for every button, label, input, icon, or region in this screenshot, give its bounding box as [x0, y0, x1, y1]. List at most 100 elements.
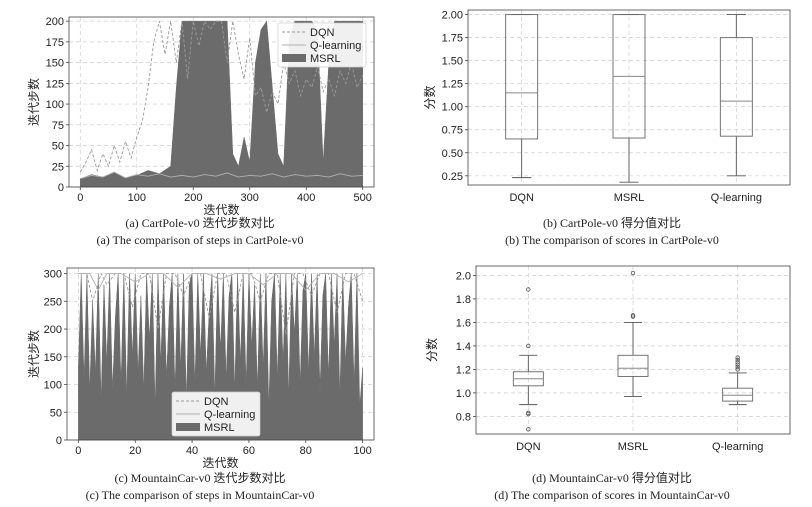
y-tick-label: 2.00 — [442, 10, 463, 22]
series-qlearning-line — [78, 273, 363, 292]
series-dqn-line — [78, 272, 364, 335]
caption-c-cn: (c) MountainCar-v0 迭代步数对比 — [114, 471, 286, 485]
outlier-point — [735, 357, 740, 363]
x-tick-label: 500 — [354, 192, 372, 204]
legend-label: DQN — [310, 27, 335, 39]
y-tick-label: 0 — [58, 182, 64, 194]
legend-label: MSRL — [310, 53, 341, 65]
outlier-point — [630, 314, 636, 319]
outlier-point — [526, 343, 531, 349]
y-tick-label: 50 — [50, 407, 62, 419]
chart-c: 0 50 100 150 200 250 300 0 20 40 60 80 100 迭代数 迭代步数 DQN… — [26, 267, 375, 470]
x-tick-label: 60 — [243, 445, 255, 457]
y-tick-label: 75 — [52, 120, 64, 132]
legend-label: DQN — [204, 396, 229, 408]
y-tick-label: 2.0 — [456, 270, 471, 282]
series-msrl-area — [78, 273, 363, 441]
iqr-box — [722, 387, 754, 402]
caption-c-en: (c) The comparison of steps in MountainC… — [85, 488, 315, 502]
caption-d-cn: (d) MountainCar-v0 得分值对比 — [532, 471, 692, 485]
box-dqn — [505, 14, 539, 179]
y-tick-label: 0 — [56, 435, 62, 447]
box-msrl — [612, 14, 646, 183]
plot-frame — [467, 9, 791, 186]
iqr-box — [719, 37, 753, 137]
caption-b-en: (b) The comparison of scores in CartPole… — [505, 233, 719, 247]
y-tick-label: 100 — [46, 99, 64, 111]
x-tick-label: 20 — [129, 445, 141, 457]
outlier-point — [526, 287, 531, 292]
iqr-box — [617, 354, 649, 377]
x-tick-label: 0 — [75, 445, 81, 457]
x-tick-label: 200 — [184, 192, 202, 204]
x-tick-label: 400 — [297, 192, 315, 204]
y-tick-label: 125 — [46, 78, 64, 90]
y-tick-label: 0.50 — [442, 148, 463, 160]
caption-b-cn: (b) CartPole-v0 得分值对比 — [543, 216, 681, 230]
y-tick-label: 25 — [52, 161, 64, 173]
chart-d: DQN MSRL Q-learning 0.8 1.0 1.2 1.4 1.6 1.8 2.0 分数 — [424, 265, 791, 453]
iqr-box — [505, 14, 539, 140]
y-axis-label: 分数 — [422, 85, 437, 109]
plot-frame — [68, 16, 375, 188]
caption-a-en: (a) The comparison of steps in CartPole-… — [96, 233, 304, 247]
iqr-box — [512, 371, 544, 387]
x-axis-label: 迭代数 — [203, 202, 239, 217]
outlier-point — [735, 360, 740, 365]
y-tick-label: 150 — [44, 352, 62, 364]
y-tick-label: 200 — [46, 16, 64, 28]
x-tick-label: 80 — [300, 445, 312, 457]
box-msrl — [617, 270, 649, 397]
series-qlearning-line — [80, 171, 363, 180]
caption-a-cn: (a) CartPole-v0 迭代步数对比 — [125, 216, 275, 230]
series-dqn-line — [79, 20, 364, 173]
panel-a: 0 25 50 75 100 125 150 175 200 0 100 200 300 400 500 迭代… — [0, 0, 400, 250]
y-tick-label: 200 — [44, 324, 62, 336]
outlier-point — [735, 355, 740, 360]
legend-label: Q-learning — [204, 409, 255, 421]
y-tick-label: 300 — [44, 269, 62, 281]
y-tick-label: 1.6 — [456, 317, 471, 329]
y-axis-label: 迭代步数 — [26, 78, 41, 126]
y-tick-label: 1.25 — [442, 79, 463, 91]
y-tick-label: 1.0 — [456, 388, 471, 400]
panel-c: 0 50 100 150 200 250 300 0 20 40 60 80 100 迭代数 迭代步数 DQN… — [0, 262, 400, 507]
chart-b: DQN MSRL Q-learning 0.25 0.50 0.75 1.00 1.25 1.5… — [422, 9, 791, 204]
y-tick-label: 0.8 — [456, 411, 471, 423]
panel-b: DQN MSRL Q-learning 0.25 0.50 0.75 1.00 1.25 1.5… — [412, 0, 812, 250]
x-tick-label: Q-learning — [712, 441, 763, 453]
caption-d-en: (d) The comparison of scores in Mountain… — [494, 488, 730, 502]
y-tick-label: 1.50 — [442, 56, 463, 68]
y-tick-label: 1.75 — [442, 33, 463, 45]
x-tick-label: Q-learning — [711, 192, 762, 204]
x-tick-label: DQN — [516, 441, 541, 453]
y-tick-label: 50 — [52, 141, 64, 153]
legend-swatch-msrl — [282, 54, 306, 62]
y-axis-label: 分数 — [424, 338, 439, 362]
panel-d: DQN MSRL Q-learning 0.8 1.0 1.2 1.4 1.6 1.8 2.0 分数… — [412, 262, 812, 507]
x-tick-label: MSRL — [618, 441, 649, 453]
y-tick-label: 0.75 — [442, 125, 463, 137]
x-tick-label: DQN — [509, 192, 534, 204]
y-axis-label: 迭代步数 — [26, 330, 41, 378]
outlier-point — [735, 364, 740, 370]
y-tick-label: 1.00 — [442, 102, 463, 114]
x-tick-label: 100 — [353, 445, 371, 457]
legend-label: MSRL — [204, 422, 235, 434]
outlier-point — [526, 411, 531, 417]
outlier-point — [735, 362, 740, 367]
y-tick-label: 1.8 — [456, 294, 471, 306]
box-dqn — [512, 287, 544, 432]
x-tick-label: 0 — [77, 192, 83, 204]
y-tick-label: 250 — [44, 296, 62, 308]
box-qlearning — [719, 14, 753, 177]
legend-label: Q-learning — [310, 40, 361, 52]
x-axis-label: 迭代数 — [202, 455, 238, 470]
x-tick-label: 40 — [186, 445, 198, 457]
box-qlearning — [722, 355, 754, 406]
y-tick-label: 150 — [46, 58, 64, 70]
x-tick-label: 100 — [128, 192, 146, 204]
x-tick-label: 300 — [241, 192, 259, 204]
y-tick-label: 1.2 — [456, 364, 471, 376]
